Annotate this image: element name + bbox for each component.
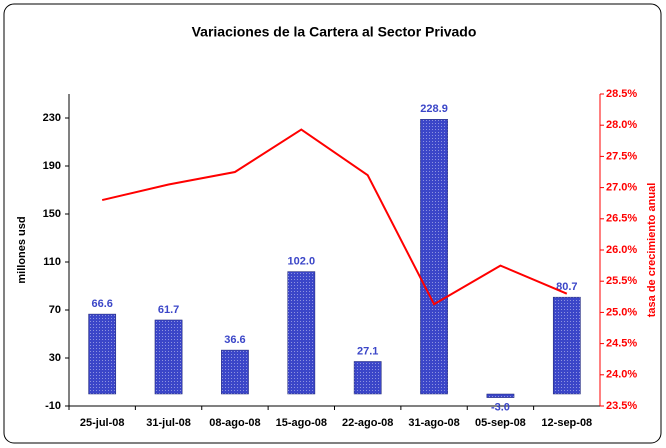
y2-tick-label: 28.0% bbox=[606, 119, 637, 131]
x-tick-label: 12-sep-08 bbox=[541, 417, 592, 429]
data-label: 102.0 bbox=[288, 256, 316, 268]
y-tick-label: 150 bbox=[43, 208, 61, 220]
x-tick-label: 15-ago-08 bbox=[276, 417, 327, 429]
data-label: 27.1 bbox=[357, 345, 378, 357]
bar bbox=[287, 271, 316, 395]
data-label: 61.7 bbox=[158, 304, 179, 316]
y2-tick-label: 24.5% bbox=[606, 338, 637, 350]
bar bbox=[221, 349, 249, 395]
y2-tick-label: 27.0% bbox=[606, 182, 637, 194]
data-label: 228.9 bbox=[420, 103, 448, 115]
y2-tick-label: 26.5% bbox=[606, 213, 637, 225]
x-tick-label: 31-ago-08 bbox=[408, 417, 459, 429]
bar bbox=[552, 296, 581, 395]
y-tick-label: 30 bbox=[49, 352, 61, 364]
y-tick-label: 110 bbox=[43, 256, 61, 268]
bar bbox=[420, 119, 448, 395]
x-tick-label: 05-sep-08 bbox=[475, 417, 526, 429]
bar bbox=[486, 393, 515, 398]
x-tick-label: 25-jul-08 bbox=[80, 417, 125, 429]
chart-title: Variaciones de la Cartera al Sector Priv… bbox=[192, 24, 477, 40]
y-tick-label: -10 bbox=[45, 400, 61, 412]
line-series bbox=[101, 128, 568, 306]
bar bbox=[154, 319, 183, 395]
y2-tick-label: 26.0% bbox=[606, 244, 637, 256]
y2-tick-label: 24.0% bbox=[606, 369, 637, 381]
y-axis-label: millones usd bbox=[16, 216, 28, 283]
y2-tick-label: 25.5% bbox=[606, 275, 637, 287]
x-tick-label: 31-jul-08 bbox=[146, 417, 191, 429]
data-label: 66.6 bbox=[91, 298, 112, 310]
x-tick-label: 08-ago-08 bbox=[209, 417, 260, 429]
y2-tick-label: 25.0% bbox=[606, 306, 637, 318]
bar bbox=[88, 313, 117, 395]
y2-tick-label: 27.5% bbox=[606, 150, 637, 162]
y-tick-label: 190 bbox=[43, 160, 61, 172]
bar bbox=[353, 361, 382, 395]
data-label: 36.6 bbox=[224, 334, 245, 346]
y-tick-label: 230 bbox=[43, 112, 61, 124]
data-label: -3.0 bbox=[491, 402, 510, 414]
data-label: 80.7 bbox=[556, 281, 577, 293]
y-tick-label: 70 bbox=[49, 304, 61, 316]
y2-tick-label: 28.5% bbox=[606, 88, 637, 100]
y2-tick-label: 23.5% bbox=[606, 400, 637, 412]
y2-axis-label: tasa de crecimiento anual bbox=[646, 183, 658, 318]
x-tick-label: 22-ago-08 bbox=[342, 417, 393, 429]
